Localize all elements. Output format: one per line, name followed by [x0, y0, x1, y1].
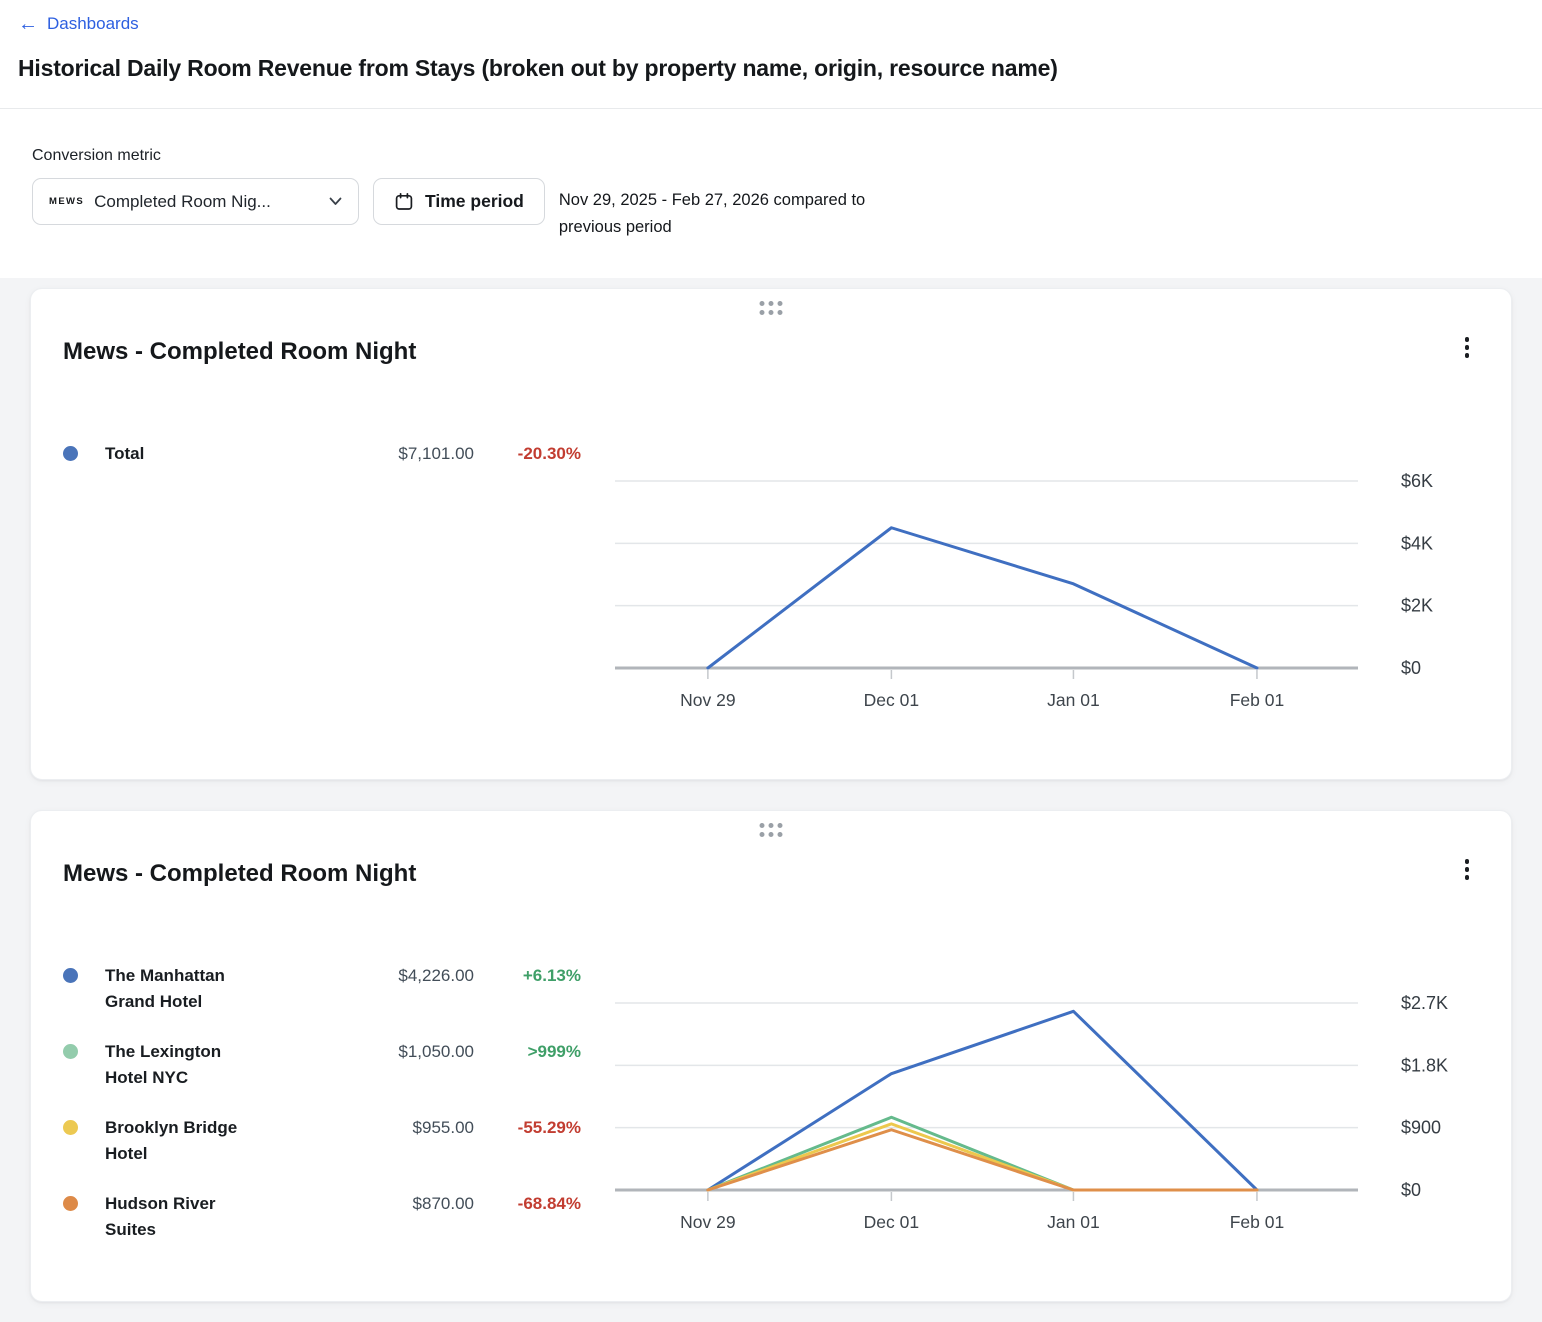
- y-axis-label: $6K: [1401, 471, 1433, 491]
- metric-dropdown[interactable]: MEWS Completed Room Nig...: [32, 178, 359, 225]
- legend-value: $4,226.00: [398, 966, 474, 985]
- page-header: ← Dashboards Historical Daily Room Reven…: [0, 0, 1542, 109]
- x-axis-label: Dec 01: [864, 690, 919, 710]
- series-line: [706, 1009, 1259, 1192]
- chart-legend: The Manhattan Grand Hotel $4,226.00 +6.1…: [31, 951, 581, 1267]
- legend-color-dot: [63, 446, 78, 461]
- legend-value: $1,050.00: [398, 1042, 474, 1061]
- x-axis-label: Dec 01: [864, 1212, 919, 1232]
- revenue-line-chart: $0 $2K $4K $6K Nov 29 Dec 01 Jan 01 Feb 01: [615, 471, 1433, 710]
- chevron-down-icon: [329, 197, 342, 205]
- metric-dropdown-value: Completed Room Nig...: [94, 191, 271, 211]
- legend-value: $870.00: [412, 1194, 474, 1213]
- calendar-icon: [395, 192, 413, 210]
- kebab-menu-icon: [1464, 337, 1469, 342]
- drag-handle-icon[interactable]: [756, 297, 787, 319]
- legend-item[interactable]: The Lexington Hotel NYC $1,050.00 >999%: [63, 1039, 581, 1091]
- y-axis-label: $1.8K: [1401, 1055, 1448, 1075]
- y-axis-label: $0: [1401, 1180, 1421, 1200]
- back-arrow-icon: ←: [18, 13, 38, 35]
- series-line: [706, 526, 1259, 670]
- time-period-label: Time period: [425, 191, 524, 211]
- chart-legend: Total $7,101.00 -20.30%: [31, 429, 581, 741]
- period-summary-line1: Nov 29, 2025 - Feb 27, 2026 compared to: [558, 191, 866, 209]
- legend-color-dot: [63, 1196, 78, 1211]
- y-axis-label: $0: [1401, 658, 1421, 678]
- legend-label: The Lexington Hotel NYC: [105, 1042, 222, 1087]
- legend-label: Brooklyn Bridge Hotel: [105, 1118, 238, 1163]
- legend-color-dot: [63, 1044, 78, 1059]
- y-axis-label: $4K: [1401, 533, 1433, 553]
- x-axis-label: Nov 29: [680, 1212, 735, 1232]
- legend-label: Hudson River Suites: [105, 1194, 216, 1239]
- card-menu-button[interactable]: [1457, 329, 1478, 366]
- y-axis-label: $2.7K: [1401, 993, 1448, 1013]
- mews-logo: MEWS: [49, 196, 85, 207]
- legend-label: The Manhattan Grand Hotel: [105, 966, 225, 1011]
- conversion-metric-label: Conversion metric: [32, 147, 161, 164]
- legend-color-dot: [63, 968, 78, 983]
- kebab-menu-icon: [1464, 859, 1469, 864]
- y-axis-label: $2K: [1401, 596, 1433, 616]
- legend-change: -55.29%: [517, 1118, 581, 1137]
- back-link-label: Dashboards: [47, 14, 139, 33]
- card-title: Mews - Completed Room Night: [63, 860, 417, 887]
- x-axis-label: Jan 01: [1047, 1212, 1100, 1232]
- legend-change: -20.30%: [517, 444, 581, 463]
- chart-card-by-property: Mews - Completed Room Night The Manhatta…: [30, 810, 1512, 1302]
- period-summary-line2: previous period: [558, 218, 672, 236]
- legend-item[interactable]: Hudson River Suites $870.00 -68.84%: [63, 1191, 581, 1243]
- time-period-button[interactable]: Time period: [373, 178, 545, 225]
- period-summary: Nov 29, 2025 - Feb 27, 2026 compared to …: [559, 178, 865, 241]
- legend-item[interactable]: Total $7,101.00 -20.30%: [63, 441, 581, 467]
- legend-change: >999%: [527, 1042, 581, 1061]
- x-axis-label: Jan 01: [1047, 690, 1100, 710]
- drag-handle-icon[interactable]: [756, 819, 787, 841]
- x-axis-label: Feb 01: [1230, 690, 1284, 710]
- revenue-line-chart: $0 $900 $1.8K $2.7K Nov 29 Dec 01 Jan 01 Feb 01: [615, 993, 1448, 1232]
- back-link[interactable]: ← Dashboards: [18, 14, 139, 34]
- legend-label: Total: [105, 444, 145, 463]
- legend-value: $955.00: [412, 1118, 474, 1137]
- legend-item[interactable]: Brooklyn Bridge Hotel $955.00 -55.29%: [63, 1115, 581, 1167]
- legend-value: $7,101.00: [398, 444, 474, 463]
- legend-color-dot: [63, 1120, 78, 1135]
- controls-bar: Conversion metric MEWS Completed Room Ni…: [0, 109, 1542, 241]
- legend-change: -68.84%: [517, 1194, 581, 1213]
- chart-card-total: Mews - Completed Room Night Total $7,101…: [30, 288, 1512, 780]
- page-title: Historical Daily Room Revenue from Stays…: [18, 55, 1058, 81]
- card-menu-button[interactable]: [1457, 851, 1478, 888]
- legend-change: +6.13%: [522, 966, 581, 985]
- dashboard-area: Mews - Completed Room Night Total $7,101…: [0, 278, 1542, 1322]
- x-axis-label: Nov 29: [680, 690, 735, 710]
- card-title: Mews - Completed Room Night: [63, 338, 417, 365]
- x-axis-label: Feb 01: [1230, 1212, 1284, 1232]
- legend-item[interactable]: The Manhattan Grand Hotel $4,226.00 +6.1…: [63, 963, 581, 1015]
- series-line: [706, 1128, 1259, 1192]
- y-axis-label: $900: [1401, 1118, 1441, 1138]
